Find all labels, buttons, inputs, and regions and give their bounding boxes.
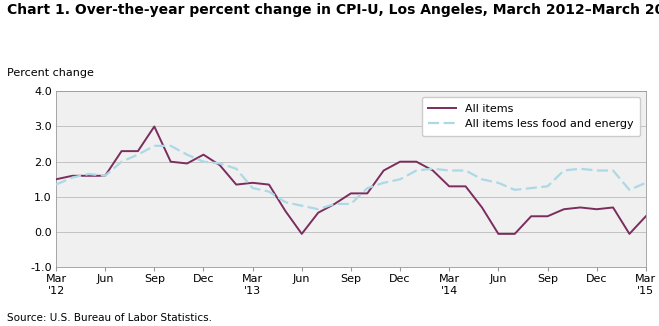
All items less food and energy	[150, 144, 158, 148]
All items less food and energy	[265, 190, 273, 194]
All items	[642, 214, 650, 218]
All items	[117, 149, 125, 153]
All items	[478, 205, 486, 209]
All items less food and energy	[248, 186, 256, 190]
All items	[429, 169, 437, 172]
All items	[577, 205, 585, 209]
All items less food and energy	[478, 177, 486, 181]
All items less food and energy	[429, 167, 437, 171]
All items	[592, 207, 600, 211]
All items less food and energy	[363, 186, 371, 190]
All items less food and energy	[544, 185, 552, 188]
All items	[200, 153, 208, 156]
All items	[560, 207, 568, 211]
All items less food and energy	[642, 181, 650, 185]
Text: Chart 1. Over-the-year percent change in CPI-U, Los Angeles, March 2012–March 20: Chart 1. Over-the-year percent change in…	[7, 3, 659, 17]
All items less food and energy	[101, 174, 109, 178]
All items	[511, 232, 519, 236]
All items	[314, 211, 322, 215]
All items	[363, 191, 371, 195]
All items less food and energy	[314, 207, 322, 211]
All items less food and energy	[445, 169, 453, 172]
All items less food and energy	[281, 200, 289, 204]
Text: Source: U.S. Bureau of Labor Statistics.: Source: U.S. Bureau of Labor Statistics.	[7, 313, 212, 323]
All items less food and energy	[494, 181, 502, 185]
All items less food and energy	[134, 153, 142, 156]
All items less food and energy	[396, 177, 404, 181]
All items less food and energy	[232, 167, 240, 171]
All items less food and energy	[69, 176, 76, 180]
All items less food and energy	[577, 167, 585, 171]
All items	[69, 174, 76, 178]
All items	[216, 163, 224, 167]
All items	[167, 160, 175, 164]
All items less food and energy	[560, 169, 568, 172]
All items	[101, 174, 109, 178]
All items less food and energy	[625, 188, 633, 192]
All items	[150, 125, 158, 128]
All items	[494, 232, 502, 236]
All items less food and energy	[216, 161, 224, 165]
All items less food and energy	[52, 183, 60, 186]
All items	[248, 181, 256, 185]
All items	[527, 214, 535, 218]
All items	[232, 183, 240, 186]
All items less food and energy	[200, 160, 208, 164]
All items less food and energy	[85, 172, 93, 176]
All items less food and energy	[592, 169, 600, 172]
All items	[544, 214, 552, 218]
Text: Percent change: Percent change	[7, 68, 94, 78]
All items	[281, 209, 289, 213]
All items	[445, 185, 453, 188]
All items less food and energy	[167, 144, 175, 148]
All items less food and energy	[609, 169, 617, 172]
All items	[134, 149, 142, 153]
All items	[462, 185, 470, 188]
All items less food and energy	[413, 169, 420, 172]
All items less food and energy	[183, 153, 191, 156]
All items	[52, 177, 60, 181]
All items	[183, 161, 191, 165]
All items	[609, 205, 617, 209]
All items	[347, 191, 355, 195]
All items	[331, 202, 339, 206]
All items	[413, 160, 420, 164]
All items less food and energy	[117, 160, 125, 164]
All items less food and energy	[347, 202, 355, 206]
All items	[396, 160, 404, 164]
Legend: All items, All items less food and energy: All items, All items less food and energ…	[422, 97, 641, 136]
All items	[380, 169, 387, 172]
All items less food and energy	[298, 204, 306, 208]
All items	[625, 232, 633, 236]
All items less food and energy	[462, 169, 470, 172]
All items	[85, 174, 93, 178]
All items less food and energy	[511, 188, 519, 192]
All items	[298, 232, 306, 236]
All items	[265, 183, 273, 186]
Line: All items less food and energy: All items less food and energy	[56, 146, 646, 209]
All items less food and energy	[380, 181, 387, 185]
All items less food and energy	[527, 186, 535, 190]
Line: All items: All items	[56, 126, 646, 234]
All items less food and energy	[331, 202, 339, 206]
